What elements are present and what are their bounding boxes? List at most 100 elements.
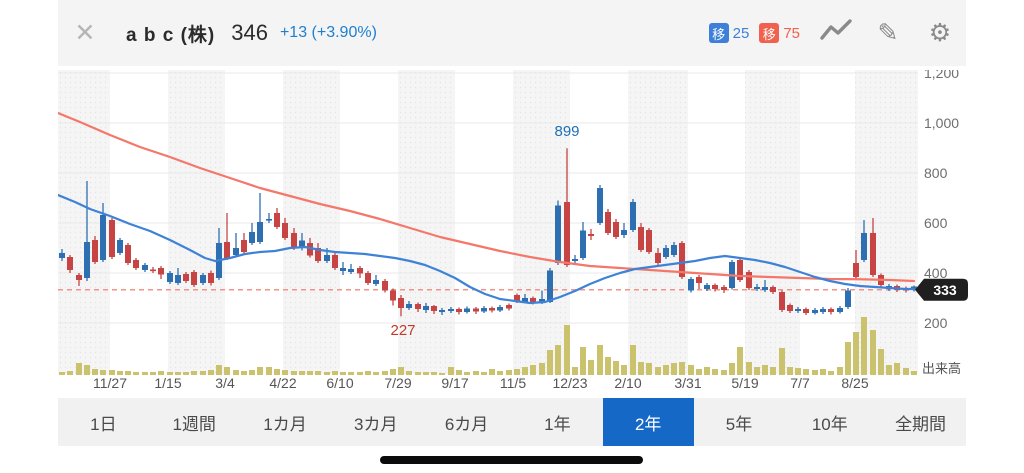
- candle-body: [539, 299, 545, 303]
- candle-body: [613, 222, 619, 237]
- candle-body: [663, 248, 669, 257]
- candle-body: [307, 243, 313, 256]
- ma25-toggle[interactable]: 移 25: [708, 23, 750, 43]
- candle-body: [489, 308, 495, 311]
- volume-bar: [216, 365, 222, 375]
- candle-body: [737, 260, 743, 280]
- home-indicator[interactable]: [380, 456, 643, 464]
- volume-bar: [721, 370, 727, 375]
- volume-bar: [737, 347, 743, 375]
- candle-body: [746, 272, 752, 288]
- volume-bar: [886, 365, 892, 375]
- candle-body: [125, 245, 131, 263]
- candle-body: [762, 287, 768, 290]
- volume-bar: [679, 362, 685, 375]
- volume-bar: [746, 362, 752, 375]
- candle-body: [150, 269, 156, 272]
- tab-period-6[interactable]: 1年: [544, 414, 571, 434]
- candle-body: [249, 232, 255, 243]
- x-axis-label: 8/25: [841, 375, 868, 391]
- candlestick-chart-canvas: 200 400 600 800 1,000 1,200 899 227 11/27 1/15 3/4…: [56, 65, 968, 391]
- volume-bar: [481, 372, 487, 375]
- candle-body: [870, 233, 876, 275]
- volume-bar: [588, 360, 594, 375]
- volume-bar: [779, 348, 785, 375]
- tab-period-5[interactable]: 6カ月: [444, 414, 489, 434]
- candle-body: [473, 308, 479, 312]
- volume-bar: [696, 369, 702, 375]
- candle-body: [142, 265, 148, 270]
- tab-period-4[interactable]: 3カ月: [354, 414, 398, 434]
- candle-body: [431, 306, 437, 311]
- volume-bar: [291, 371, 297, 375]
- candle-body: [837, 308, 843, 312]
- period-tab-bar: 1日 1週間 1カ月 3カ月 6カ月 1年 2年 5年 10年 全期間: [58, 398, 966, 446]
- volume-bar: [621, 365, 627, 375]
- x-axis-label: 2/10: [614, 375, 641, 391]
- current-price-badge-text: 333: [933, 282, 957, 298]
- volume-bar: [373, 372, 379, 375]
- x-axis-label: 7/7: [790, 375, 810, 391]
- tab-period-3[interactable]: 1カ月: [263, 414, 307, 434]
- candle-body: [572, 259, 578, 261]
- draw-pencil-icon[interactable]: ✎: [877, 19, 899, 47]
- volume-bar: [688, 365, 694, 375]
- candle-body: [348, 269, 354, 272]
- close-icon[interactable]: ✕: [74, 19, 96, 47]
- settings-gear-icon[interactable]: ⚙: [928, 19, 952, 47]
- x-axis-label: 3/4: [215, 375, 235, 391]
- volume-axis-label: 出来高: [922, 361, 961, 376]
- candle-body: [208, 273, 214, 283]
- volume-bar: [812, 370, 818, 375]
- volume-bar: [903, 368, 909, 375]
- volume-bar: [837, 367, 843, 375]
- volume-bar: [795, 368, 801, 375]
- candle-body: [373, 280, 379, 284]
- line-chart-icon[interactable]: [810, 17, 862, 50]
- volume-bar: [539, 363, 545, 375]
- candle-body: [770, 287, 776, 292]
- volume-bar: [282, 370, 288, 375]
- candle-body: [803, 309, 809, 313]
- candle-body: [241, 240, 247, 252]
- x-axis-label: 11/5: [500, 375, 526, 391]
- candle-body: [200, 275, 206, 283]
- candle-body: [84, 242, 90, 278]
- tab-period-2[interactable]: 1週間: [172, 414, 216, 434]
- tab-period-9[interactable]: 10年: [811, 414, 848, 434]
- candle-body: [224, 242, 230, 258]
- candle-body: [779, 292, 785, 310]
- volume-bar: [754, 367, 760, 375]
- tab-period-8[interactable]: 5年: [725, 414, 753, 434]
- volume-bar: [67, 371, 73, 375]
- price-chart[interactable]: 200 400 600 800 1,000 1,200 899 227 11/27 1/15 3/4…: [56, 65, 968, 395]
- volume-bar: [382, 371, 388, 375]
- volume-bar: [638, 362, 644, 375]
- candle-body: [167, 273, 173, 282]
- tab-period-1[interactable]: 1日: [90, 414, 117, 434]
- volume-bar: [158, 371, 164, 375]
- volume-bar: [249, 370, 255, 375]
- candle-body: [92, 240, 98, 262]
- candle-body: [423, 306, 429, 310]
- tab-period-10[interactable]: 全期間: [895, 414, 947, 434]
- stock-title: a b c (株): [126, 24, 216, 46]
- x-axis-label: 3/31: [674, 375, 701, 391]
- candle-body: [133, 260, 139, 268]
- volume-bar: [597, 345, 603, 375]
- candle-body: [688, 279, 694, 291]
- ma25-value: 25: [732, 24, 750, 42]
- tab-period-7[interactable]: 2年: [602, 398, 694, 446]
- candle-body: [59, 253, 65, 258]
- ma25-badge-icon: 移: [708, 23, 729, 43]
- ma75-toggle[interactable]: 移 75: [759, 23, 800, 43]
- candle-body: [638, 227, 644, 250]
- x-axis-label: 12/23: [552, 375, 587, 391]
- candle-body: [365, 273, 371, 283]
- x-axis-label: 11/27: [93, 375, 127, 391]
- volume-bar: [183, 372, 189, 375]
- volume-bar: [357, 372, 363, 375]
- volume-bar: [431, 372, 437, 375]
- volume-bar: [175, 372, 181, 375]
- volume-bar: [605, 357, 611, 375]
